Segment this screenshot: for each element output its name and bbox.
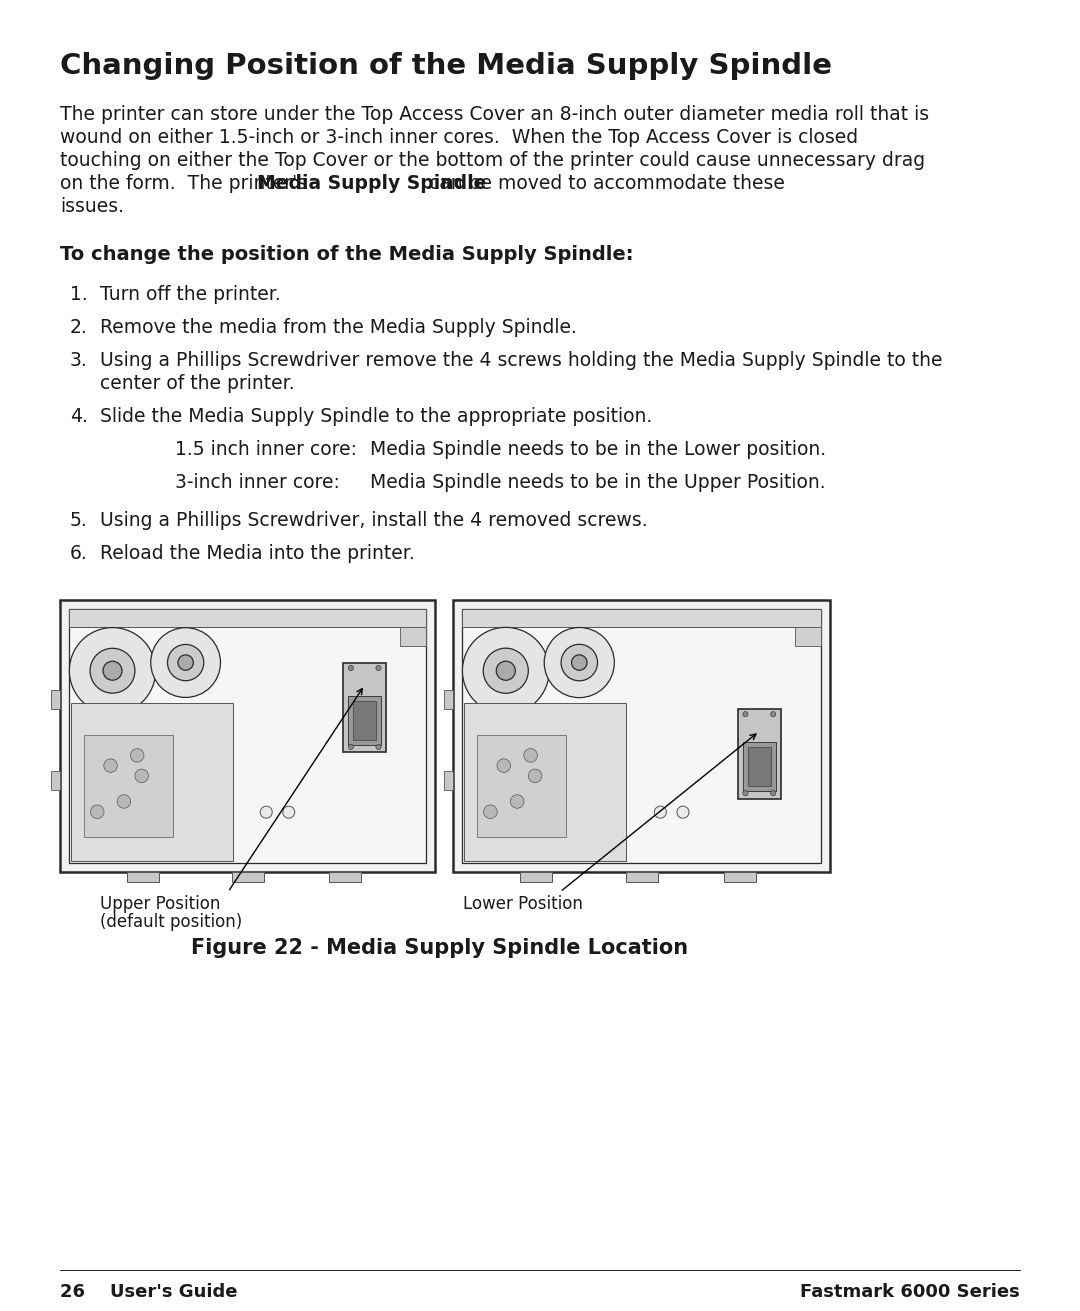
Bar [343, 662, 387, 753]
Text: Media Spindle needs to be in the Lower position.: Media Spindle needs to be in the Lower p… [370, 440, 826, 459]
Bar [69, 610, 426, 863]
Circle shape [544, 628, 615, 697]
Circle shape [677, 806, 689, 818]
Bar [400, 627, 426, 646]
Text: Fastmark 6000 Series: Fastmark 6000 Series [800, 1283, 1020, 1301]
Circle shape [528, 770, 542, 783]
Circle shape [117, 794, 131, 809]
Text: touching on either the Top Cover or the bottom of the printer could cause unnece: touching on either the Top Cover or the … [60, 151, 926, 170]
Bar [71, 704, 232, 861]
Text: Changing Position of the Media Supply Spindle: Changing Position of the Media Supply Sp… [60, 52, 832, 80]
Circle shape [654, 806, 666, 818]
Text: center of the printer.: center of the printer. [100, 374, 295, 393]
Bar [521, 872, 552, 882]
Text: on the form.  The printer's: on the form. The printer's [60, 174, 313, 193]
Text: 26    User's Guide: 26 User's Guide [60, 1283, 238, 1301]
Bar [353, 700, 376, 741]
Text: Reload the Media into the printer.: Reload the Media into the printer. [100, 544, 415, 562]
Circle shape [571, 656, 588, 670]
Text: wound on either 1.5-inch or 3-inch inner cores.  When the Top Access Cover is cl: wound on either 1.5-inch or 3-inch inner… [60, 128, 859, 147]
Bar [51, 771, 60, 791]
Bar [232, 872, 264, 882]
Circle shape [496, 661, 515, 680]
Text: Turn off the printer.: Turn off the printer. [100, 284, 281, 304]
Text: Remove the media from the Media Supply Spindle.: Remove the media from the Media Supply S… [100, 319, 577, 337]
Circle shape [151, 628, 220, 697]
Circle shape [376, 745, 381, 750]
Bar [625, 872, 658, 882]
Text: 3-inch inner core:: 3-inch inner core: [175, 473, 340, 492]
Bar [462, 610, 821, 863]
Text: The printer can store under the Top Access Cover an 8-inch outer diameter media : The printer can store under the Top Acce… [60, 105, 929, 125]
Circle shape [104, 759, 118, 772]
Text: Figure 22 - Media Supply Spindle Location: Figure 22 - Media Supply Spindle Locatio… [191, 937, 689, 958]
Bar [795, 627, 821, 646]
Circle shape [103, 661, 122, 680]
Bar [84, 735, 173, 838]
Circle shape [91, 805, 104, 818]
Bar [453, 600, 831, 872]
Circle shape [484, 805, 497, 818]
Text: 1.5 inch inner core:: 1.5 inch inner core: [175, 440, 357, 459]
Text: Upper Position: Upper Position [100, 895, 220, 912]
Circle shape [260, 806, 272, 818]
Circle shape [376, 665, 381, 670]
Circle shape [135, 770, 148, 783]
Bar [348, 696, 381, 745]
Text: 3.: 3. [70, 351, 87, 370]
Text: issues.: issues. [60, 197, 124, 216]
Bar [738, 709, 781, 798]
Circle shape [462, 628, 549, 714]
Circle shape [483, 648, 528, 694]
Bar [51, 690, 60, 709]
Bar [329, 872, 361, 882]
Bar [69, 610, 426, 627]
Bar [444, 690, 453, 709]
Circle shape [743, 712, 748, 717]
Circle shape [348, 745, 353, 750]
Circle shape [69, 628, 156, 714]
Circle shape [511, 794, 524, 809]
Text: To change the position of the Media Supply Spindle:: To change the position of the Media Supp… [60, 245, 634, 264]
Text: 6.: 6. [70, 544, 87, 562]
Circle shape [178, 656, 193, 670]
Text: Slide the Media Supply Spindle to the appropriate position.: Slide the Media Supply Spindle to the ap… [100, 406, 652, 426]
Bar [477, 735, 566, 838]
Text: 5.: 5. [70, 511, 87, 530]
Circle shape [562, 644, 597, 680]
Text: Media Supply Spindle: Media Supply Spindle [257, 174, 487, 193]
Text: (default position): (default position) [100, 912, 242, 931]
Bar [747, 747, 771, 787]
Text: Media Spindle needs to be in the Upper Position.: Media Spindle needs to be in the Upper P… [370, 473, 825, 492]
Circle shape [770, 791, 775, 796]
Circle shape [131, 749, 144, 762]
Bar [444, 771, 453, 791]
Bar [60, 600, 435, 872]
Circle shape [167, 645, 204, 680]
Bar [724, 872, 756, 882]
Circle shape [770, 712, 775, 717]
Circle shape [90, 649, 135, 694]
Bar [743, 742, 775, 792]
Text: 1.: 1. [70, 284, 87, 304]
Text: 4.: 4. [70, 406, 87, 426]
Text: can be moved to accommodate these: can be moved to accommodate these [417, 174, 785, 193]
Circle shape [497, 759, 511, 772]
Circle shape [283, 806, 295, 818]
Circle shape [348, 665, 353, 670]
Bar [126, 872, 159, 882]
Circle shape [524, 749, 538, 762]
Bar [462, 610, 821, 627]
Text: Lower Position: Lower Position [463, 895, 583, 912]
Bar [464, 704, 626, 861]
Text: 2.: 2. [70, 319, 87, 337]
Text: Using a Phillips Screwdriver, install the 4 removed screws.: Using a Phillips Screwdriver, install th… [100, 511, 648, 530]
Text: Using a Phillips Screwdriver remove the 4 screws holding the Media Supply Spindl: Using a Phillips Screwdriver remove the … [100, 351, 943, 370]
Circle shape [743, 791, 748, 796]
